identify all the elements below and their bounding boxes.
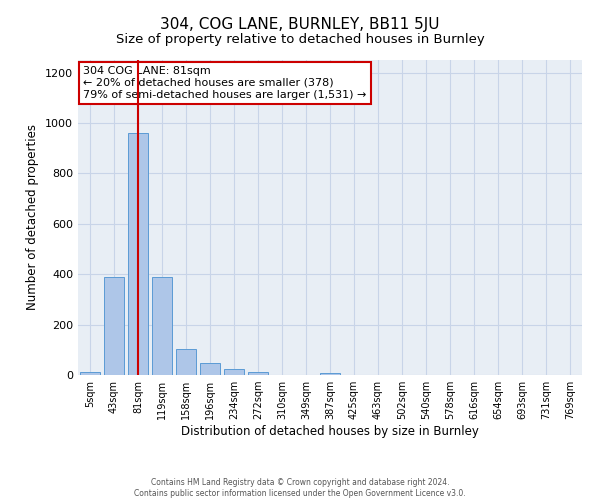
Text: 304 COG LANE: 81sqm
← 20% of detached houses are smaller (378)
79% of semi-detac: 304 COG LANE: 81sqm ← 20% of detached ho… [83,66,367,100]
Bar [200,363,220,375]
Bar [248,372,268,375]
Bar [176,348,196,375]
Text: 304, COG LANE, BURNLEY, BB11 5JU: 304, COG LANE, BURNLEY, BB11 5JU [160,18,440,32]
Text: Contains HM Land Registry data © Crown copyright and database right 2024.
Contai: Contains HM Land Registry data © Crown c… [134,478,466,498]
Bar [80,372,100,375]
Y-axis label: Number of detached properties: Number of detached properties [26,124,40,310]
Bar [152,276,172,375]
X-axis label: Distribution of detached houses by size in Burnley: Distribution of detached houses by size … [181,425,479,438]
Bar [320,373,340,375]
Text: Size of property relative to detached houses in Burnley: Size of property relative to detached ho… [116,32,484,46]
Bar [104,276,124,375]
Bar [128,133,148,375]
Bar [224,370,244,375]
